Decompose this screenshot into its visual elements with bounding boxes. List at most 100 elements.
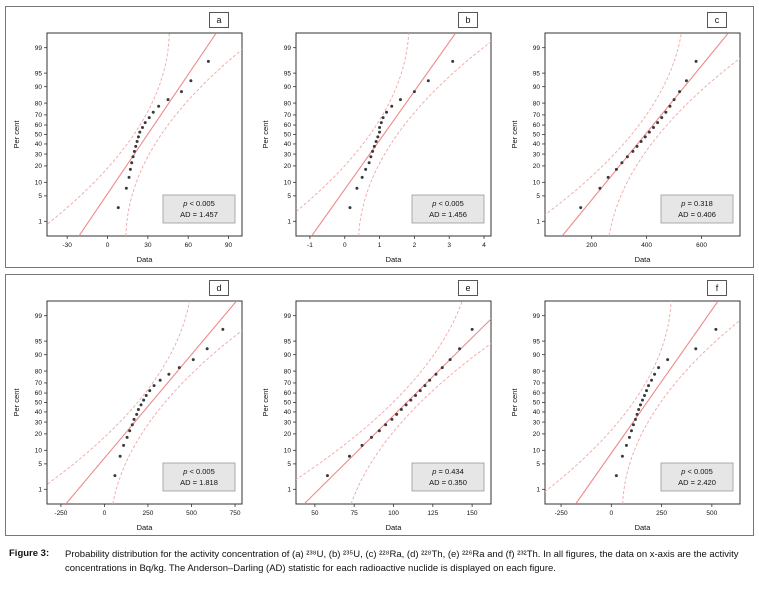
data-point	[125, 435, 129, 439]
p-value-text: p < 0.005	[431, 199, 464, 208]
data-point	[377, 429, 381, 433]
x-axis-label: Data	[386, 255, 403, 264]
y-tick-label: 10	[533, 448, 541, 455]
data-point	[650, 378, 654, 382]
data-point	[148, 389, 152, 393]
y-tick-label: 40	[284, 141, 292, 148]
fit-line	[561, 33, 729, 236]
data-point	[620, 161, 624, 165]
data-point	[633, 417, 637, 421]
data-point	[136, 408, 140, 412]
y-tick-label: 60	[533, 390, 541, 397]
x-tick-label: 400	[641, 242, 652, 249]
data-point	[647, 384, 651, 388]
y-tick-label: 20	[35, 163, 43, 170]
x-axis-label: Data	[137, 523, 154, 532]
data-point	[189, 79, 193, 83]
data-point	[390, 104, 394, 108]
y-axis-label: Per cent	[12, 388, 21, 417]
data-point	[666, 358, 670, 362]
data-point	[381, 116, 385, 120]
data-point	[694, 59, 698, 63]
data-point	[124, 186, 128, 190]
confidence-band-upper	[608, 57, 740, 236]
y-tick-label: 70	[35, 380, 43, 387]
data-point	[134, 144, 138, 148]
data-point	[372, 144, 376, 148]
y-tick-label: 50	[533, 132, 541, 139]
y-tick-label: 20	[533, 163, 541, 170]
stats-box	[660, 194, 734, 224]
x-tick-label: 500	[186, 510, 197, 517]
data-point	[664, 110, 668, 114]
y-tick-label: 99	[35, 313, 43, 320]
x-tick-label: 75	[351, 510, 359, 517]
y-tick-label: 99	[533, 45, 541, 52]
stats-box	[660, 462, 734, 492]
y-tick-label: 20	[533, 431, 541, 438]
y-tick-label: 40	[533, 141, 541, 148]
data-point	[656, 121, 660, 125]
probability-plot-svg: 1 5 10 20 30 40 50 60 70 80 90 95 99 -250 0 250 500 750 Da…	[12, 300, 243, 532]
ad-statistic-text: AD = 1.818	[180, 478, 218, 487]
y-tick-label: 40	[35, 409, 43, 416]
probability-plot-svg: 1 5 10 20 30 40 50 60 70 80 90 95 99 200 400 600 Data Per…	[510, 32, 741, 264]
panel-label-row: d	[6, 277, 255, 296]
data-point	[458, 347, 462, 351]
y-tick-label: 60	[35, 390, 43, 397]
figure-caption: Figure 3: Probability distribution for t…	[5, 542, 754, 576]
data-point	[418, 389, 422, 393]
data-point	[348, 206, 352, 210]
fit-line	[78, 33, 217, 236]
panel-top: a 1 5 10 20 30 40 50 60 70 80 90 95 99 -30 0 30 60 90 Data…	[5, 6, 754, 268]
chart-cell-f: f 1 5 10 20 30 40 50 60 70 80 90 95 99 -250 0 250 500 Dat…	[504, 277, 753, 535]
x-tick-label: 150	[467, 510, 478, 517]
data-point	[130, 161, 134, 165]
y-tick-label: 5	[38, 193, 42, 200]
data-point	[643, 135, 647, 139]
data-point	[139, 403, 143, 407]
y-tick-label: 90	[533, 84, 541, 91]
y-tick-label: 1	[287, 487, 291, 494]
data-point	[130, 423, 134, 427]
x-tick-label: -250	[555, 510, 568, 517]
x-axis-label: Data	[635, 255, 652, 264]
data-point	[364, 167, 368, 171]
probability-plot-f: 1 5 10 20 30 40 50 60 70 80 90 95 99 -250 0 250 500 Data P…	[504, 296, 753, 539]
data-point	[177, 366, 181, 370]
y-axis-label: Per cent	[261, 388, 270, 417]
data-point	[151, 110, 155, 114]
confidence-band-upper	[622, 319, 740, 504]
y-tick-label: 80	[533, 100, 541, 107]
x-tick-label: 50	[311, 510, 319, 517]
data-point	[395, 412, 399, 416]
data-point	[668, 104, 672, 108]
y-tick-label: 20	[284, 431, 292, 438]
data-point	[678, 90, 682, 94]
y-tick-label: 30	[35, 419, 43, 426]
x-tick-label: -250	[54, 510, 67, 517]
y-tick-label: 99	[533, 313, 541, 320]
ad-statistic-text: AD = 0.350	[429, 478, 467, 487]
y-tick-label: 95	[35, 338, 43, 345]
x-tick-label: 4	[482, 242, 486, 249]
confidence-band-lower	[47, 301, 190, 485]
data-point	[684, 79, 688, 83]
data-point	[369, 155, 373, 159]
y-tick-label: 5	[536, 461, 540, 468]
data-point	[135, 140, 139, 144]
y-tick-label: 10	[35, 180, 43, 187]
panel-label-f: f	[707, 280, 727, 296]
x-tick-label: 500	[706, 510, 717, 517]
x-tick-label: -1	[307, 242, 313, 249]
y-tick-label: 95	[284, 338, 292, 345]
data-point	[140, 125, 144, 129]
x-axis-label: Data	[137, 255, 154, 264]
panel-label-e: e	[458, 280, 478, 296]
figure-caption-text: Probability distribution for the activit…	[65, 549, 739, 574]
y-tick-label: 20	[284, 163, 292, 170]
y-tick-label: 1	[38, 219, 42, 226]
data-point	[390, 417, 394, 421]
y-tick-label: 30	[284, 419, 292, 426]
stats-box	[162, 462, 236, 492]
